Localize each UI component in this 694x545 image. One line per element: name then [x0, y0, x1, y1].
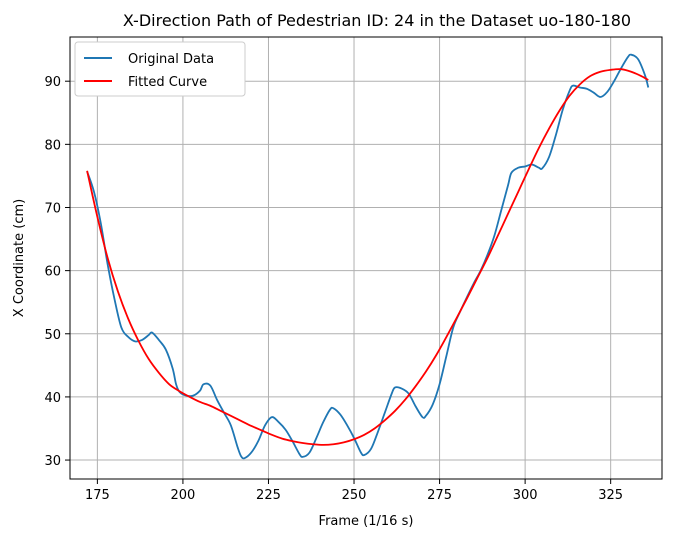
- grid: [70, 37, 662, 479]
- y-axis-label: X Coordinate (cm): [12, 199, 27, 317]
- y-tick-label: 70: [44, 201, 61, 216]
- x-tick-label: 300: [513, 488, 538, 503]
- plot-frame: [69, 36, 663, 480]
- series-line-fitted-curve: [86, 68, 649, 446]
- series-group: [86, 53, 650, 460]
- legend-box: [74, 41, 246, 97]
- x-tick-label: 200: [171, 488, 196, 503]
- x-axis-label: Frame (1/16 s): [319, 514, 414, 529]
- x-tick-label: 225: [256, 488, 281, 503]
- series-line-original-data: [86, 53, 650, 460]
- y-axis: 30 40 50 60 70 80 90: [44, 75, 70, 469]
- x-tick-label: 250: [342, 488, 367, 503]
- legend: Original Data Fitted Curve: [74, 41, 246, 97]
- chart-title: X-Direction Path of Pedestrian ID: 24 in…: [123, 11, 631, 30]
- legend-label-fitted: Fitted Curve: [128, 75, 207, 90]
- y-tick-label: 40: [44, 391, 61, 406]
- y-tick-label: 90: [44, 75, 61, 90]
- x-tick-label: 175: [85, 488, 110, 503]
- x-axis: 175 200 225 250 275 300 325: [85, 479, 623, 503]
- y-tick-label: 50: [44, 328, 61, 343]
- y-tick-label: 30: [44, 454, 61, 469]
- legend-label-original: Original Data: [128, 52, 214, 67]
- y-tick-label: 60: [44, 265, 61, 280]
- x-tick-label: 325: [598, 488, 623, 503]
- y-tick-label: 80: [44, 138, 61, 153]
- x-tick-label: 275: [427, 488, 452, 503]
